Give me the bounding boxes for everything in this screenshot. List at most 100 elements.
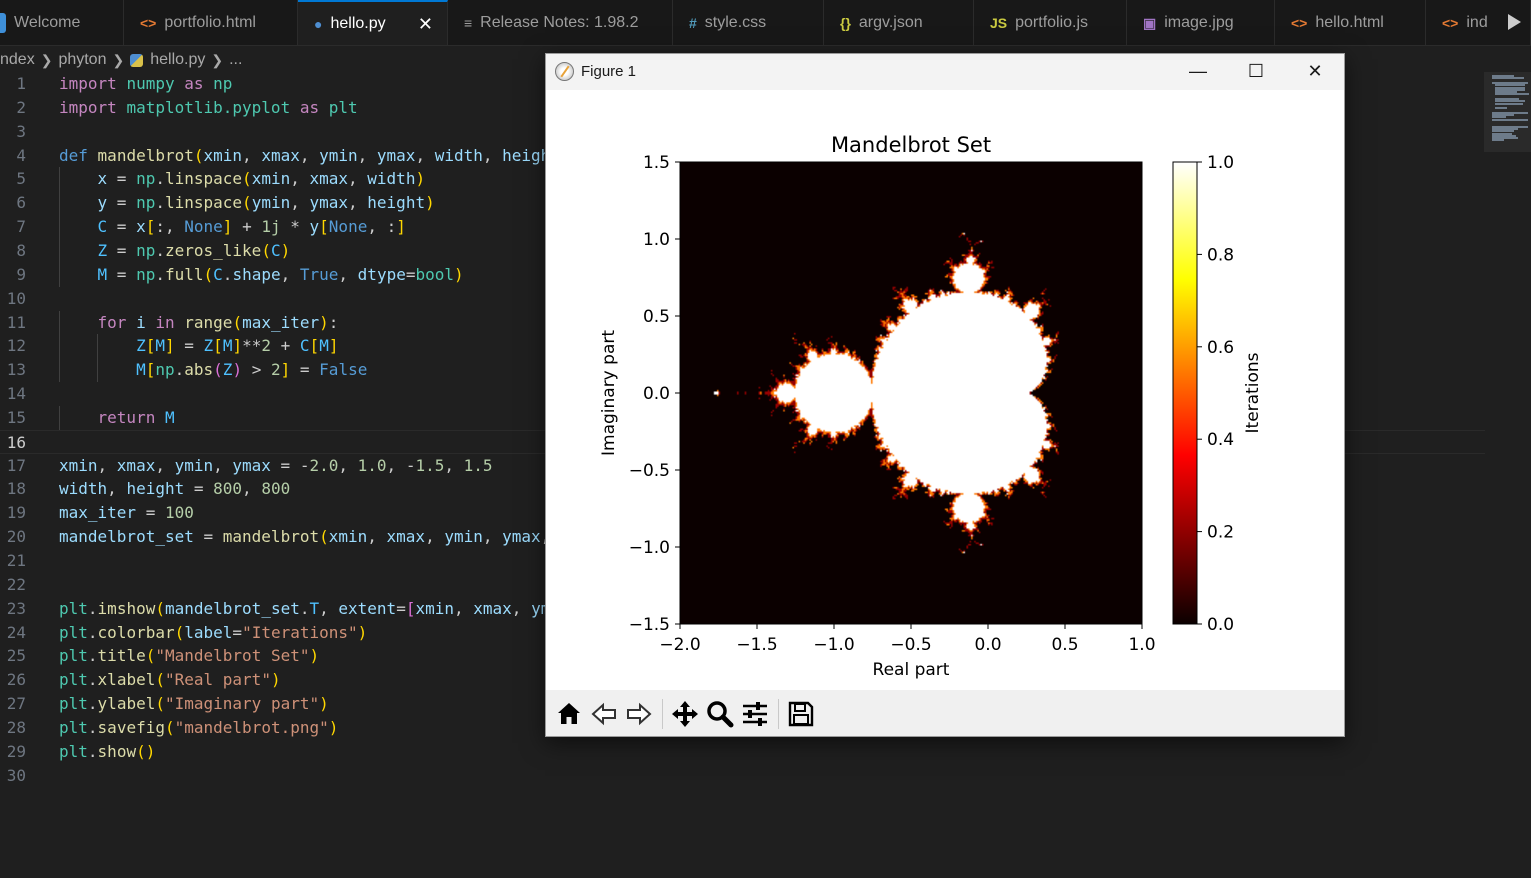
code-line[interactable]: 25 plt.title("Mandelbrot Set") xyxy=(0,644,1485,668)
figure-canvas[interactable]: −2.0 −1.5 −1.0 −0.5 0.0 0.5 1.0 1.5 1.0 0.5 0.0 −0.… xyxy=(546,90,1344,690)
code-line[interactable]: 14 xyxy=(0,382,1485,406)
figure-title-bar[interactable]: Figure 1 — ☐ ✕ xyxy=(546,54,1344,90)
back-arrow-icon[interactable] xyxy=(587,697,621,731)
tab-portfolio-html[interactable]: <> portfolio.html xyxy=(124,0,298,45)
code-line[interactable]: 20 mandelbrot_set = mandelbrot(xmin, xmax… xyxy=(0,525,1485,549)
code-line[interactable]: 27 plt.ylabel("Imaginary part") xyxy=(0,692,1485,716)
code-token: label xyxy=(184,622,233,642)
code-token: Z xyxy=(97,240,108,260)
code-token: C xyxy=(213,264,223,284)
close-button[interactable]: ✕ xyxy=(1307,60,1323,81)
code-token: . xyxy=(155,240,165,260)
code-line[interactable]: 19 max_iter = 100 xyxy=(0,501,1485,525)
breadcrumb-root[interactable]: ndex xyxy=(0,51,35,68)
x-axis-label: Real part xyxy=(873,660,950,680)
minimize-button[interactable]: — xyxy=(1189,60,1207,81)
tab-release-notes-1-98-2[interactable]: ≡ Release Notes: 1.98.2 xyxy=(448,0,673,45)
code-text: plt.show() xyxy=(59,740,155,764)
code-line[interactable]: 13 M[np.abs(Z) > 2] = False xyxy=(0,358,1485,383)
code-token: - xyxy=(405,455,416,475)
code-token: = xyxy=(107,264,137,284)
code-token: ymax xyxy=(502,527,541,547)
line-number: 18 xyxy=(6,479,26,499)
save-icon[interactable] xyxy=(784,697,818,731)
code-text: M[np.abs(Z) > 2] = False xyxy=(59,358,367,382)
line-number: 2 xyxy=(16,97,26,117)
tab-hello-py[interactable]: ● hello.py ✕ xyxy=(298,0,448,45)
code-token: plt xyxy=(59,622,88,642)
line-number: 12 xyxy=(6,336,26,356)
image-icon: ▣ xyxy=(1143,14,1157,31)
code-line[interactable]: 18 width, height = 800, 800 xyxy=(0,477,1485,501)
code-token: , xyxy=(97,455,117,475)
code-line[interactable]: 22 xyxy=(0,573,1485,597)
code-line[interactable]: 2 import matplotlib.pyplot as plt xyxy=(0,96,1485,120)
tab-hello-html[interactable]: <> hello.html xyxy=(1275,0,1426,45)
code-token: matplotlib.pyplot xyxy=(126,97,291,117)
code-line[interactable]: 26 plt.xlabel("Real part") xyxy=(0,668,1485,692)
code-token: [ xyxy=(213,336,223,356)
code-line[interactable]: 30 xyxy=(0,764,1485,788)
code-token: colorbar xyxy=(97,622,175,642)
code-line[interactable]: 29 plt.show() xyxy=(0,740,1485,764)
code-line[interactable]: 12 Z[M] = Z[M]**2 + C[M] xyxy=(0,334,1485,359)
code-line[interactable]: 7 C = x[:, None] + 1j * y[None, :] xyxy=(0,215,1485,240)
tab-style-css[interactable]: # style.css xyxy=(673,0,824,45)
code-line[interactable]: 15 return M xyxy=(0,405,1485,430)
code-token xyxy=(59,265,98,284)
code-token: ylabel xyxy=(97,694,156,714)
code-token: None xyxy=(328,217,368,237)
code-line[interactable]: 24 plt.colorbar(label="Iterations") xyxy=(0,621,1485,645)
code-text: M = np.full(C.shape, True, dtype=bool) xyxy=(59,263,464,287)
minimap[interactable] xyxy=(1484,72,1531,152)
configure-subplots-icon[interactable] xyxy=(738,697,772,731)
code-token: plt xyxy=(328,97,358,117)
breadcrumb-symbol[interactable]: ... xyxy=(229,51,243,68)
code-token: , : xyxy=(367,217,397,237)
code-line[interactable]: 1 import numpy as np xyxy=(0,72,1485,96)
breadcrumb-folder[interactable]: phyton xyxy=(58,51,107,68)
code-line[interactable]: 6 y = np.linspace(ymin, ymax, height) xyxy=(0,191,1485,216)
run-python-file-icon[interactable] xyxy=(1508,14,1521,30)
maximize-button[interactable]: ☐ xyxy=(1247,60,1265,81)
code-token: [ xyxy=(145,360,156,380)
pan-icon[interactable] xyxy=(668,697,702,731)
code-token: 2 xyxy=(261,336,271,356)
tab-image-jpg[interactable]: ▣ image.jpg xyxy=(1127,0,1275,45)
code-editor[interactable]: 1 import numpy as np 2 import matplotlib.py… xyxy=(0,72,1531,878)
code-line[interactable]: 17 xmin, xmax, ymin, ymax = -2.0, 1.0, -1… xyxy=(0,454,1485,478)
code-line[interactable]: 4 def mandelbrot(xmin, xmax, ymin, ymax, … xyxy=(0,144,1485,168)
code-token: as xyxy=(184,74,204,93)
colorbar-tick-label: 0.6 xyxy=(1207,338,1234,358)
code-token: ** xyxy=(242,336,262,356)
code-line[interactable]: 21 xyxy=(0,549,1485,573)
code-token: , xyxy=(290,193,310,213)
code-token: [ xyxy=(145,217,156,237)
code-token: 1.5 xyxy=(463,455,493,475)
breadcrumb-file[interactable]: hello.py xyxy=(150,51,206,68)
code-line[interactable]: 23 plt.imshow(mandelbrot_set.T, extent=[x… xyxy=(0,597,1485,621)
code-line[interactable]: 10 xyxy=(0,287,1485,311)
code-line[interactable]: 3 xyxy=(0,120,1485,144)
code-line[interactable]: 5 x = np.linspace(xmin, xmax, width) xyxy=(0,167,1485,192)
home-icon[interactable] xyxy=(552,697,586,731)
close-tab-icon[interactable]: ✕ xyxy=(417,14,433,34)
code-line[interactable]: 11 for i in range(max_iter): xyxy=(0,310,1485,335)
code-token: import xyxy=(59,74,117,93)
code-token: height xyxy=(126,479,185,499)
tab-portfolio-js[interactable]: JS portfolio.js xyxy=(974,0,1127,45)
code-line[interactable]: 9 M = np.full(C.shape, True, dtype=bool) xyxy=(0,262,1485,287)
code-line[interactable]: 28 plt.savefig("mandelbrot.png") xyxy=(0,716,1485,740)
tab-label: image.jpg xyxy=(1164,14,1234,31)
tab-label: portfolio.html xyxy=(164,14,256,31)
zoom-icon[interactable] xyxy=(703,697,737,731)
code-line[interactable]: 8 Z = np.zeros_like(C) xyxy=(0,238,1485,263)
tab-argv-json[interactable]: {} argv.json xyxy=(824,0,974,45)
tab-welcome[interactable]: Welcome xyxy=(0,0,124,45)
code-token: 100 xyxy=(164,503,194,523)
code-token: xmax xyxy=(261,145,300,165)
code-token: ( xyxy=(213,360,223,380)
code-token: M xyxy=(319,336,329,356)
forward-arrow-icon[interactable] xyxy=(622,697,656,731)
code-token xyxy=(59,313,98,332)
